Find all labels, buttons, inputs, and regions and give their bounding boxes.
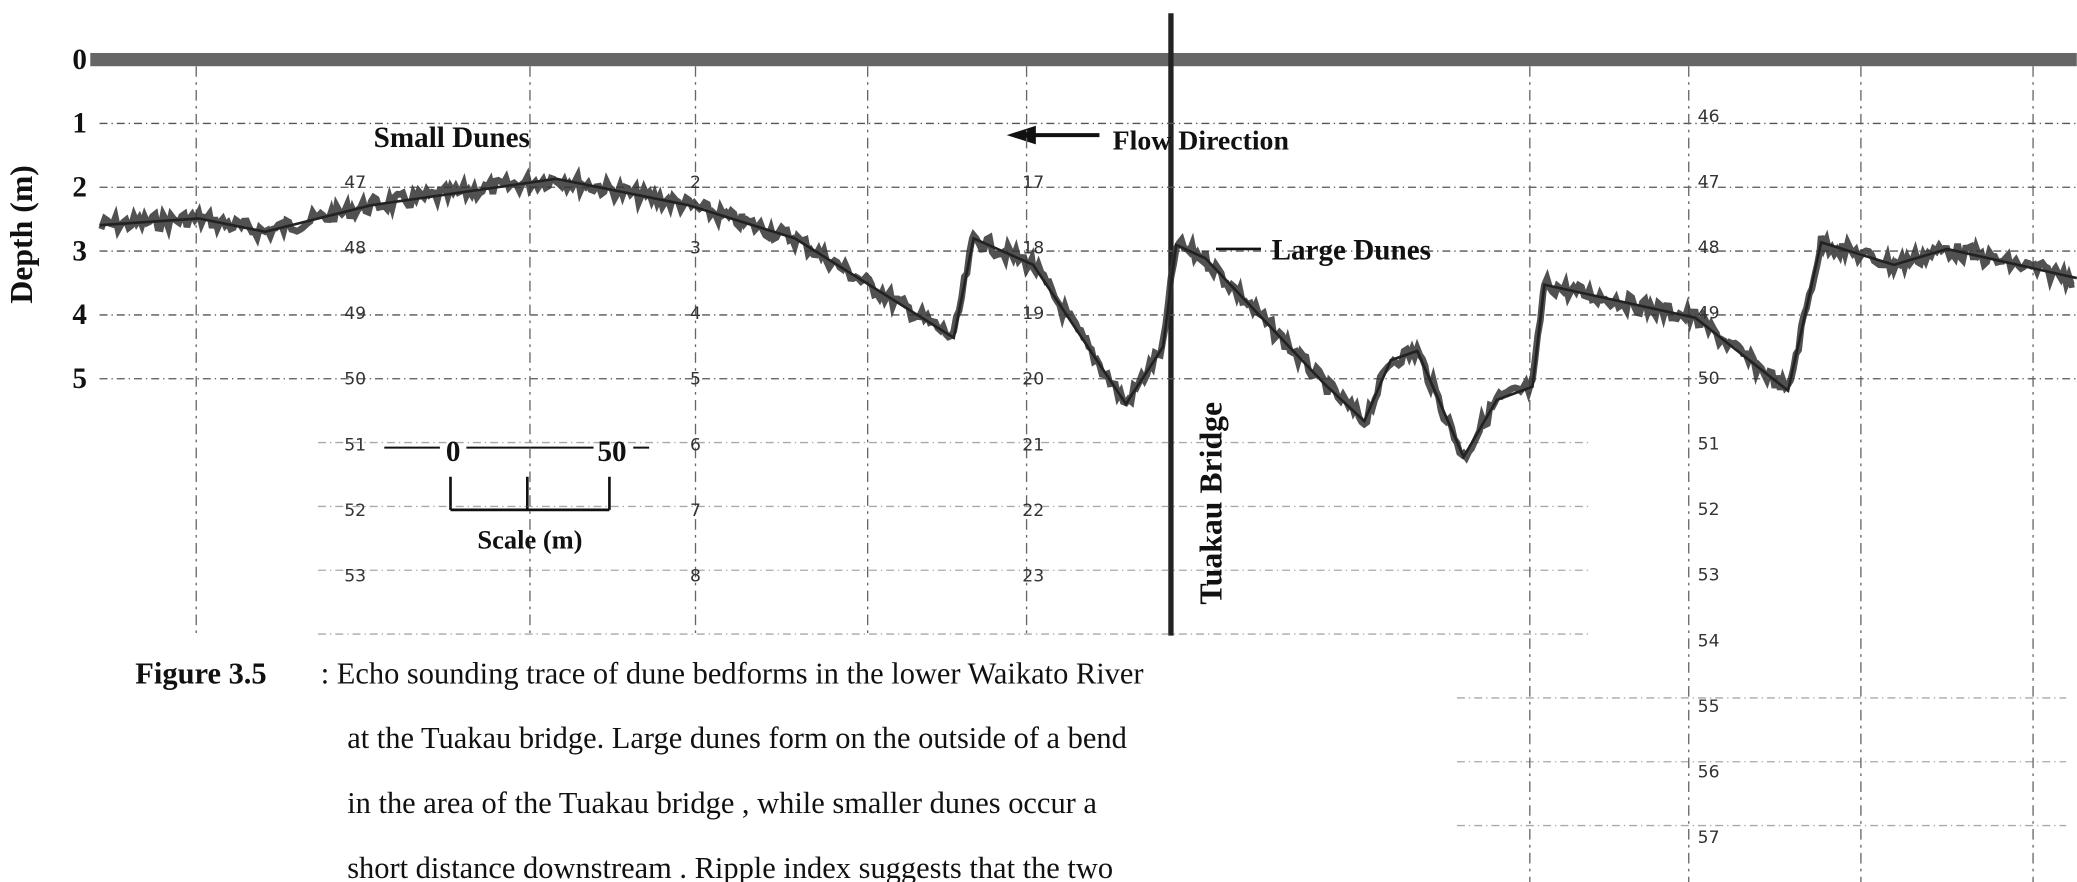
caption-label: Figure 3.5 <box>135 656 266 690</box>
scale-label: 0 <box>446 436 461 468</box>
figure: Depth (m) Small Dunes Flow Direction Lar… <box>0 0 2077 882</box>
recorder-number: 49 <box>1698 304 1720 324</box>
recorder-number: 52 <box>344 501 366 521</box>
recorder-number: 49 <box>344 304 366 324</box>
recorder-number: 8 <box>690 566 701 586</box>
recorder-number: 48 <box>344 239 366 259</box>
recorder-number: 5 <box>690 370 701 390</box>
recorder-number: 47 <box>1698 172 1720 192</box>
depth-tick-label: 4 <box>72 299 87 331</box>
recorder-number: 47 <box>344 173 366 193</box>
depth-tick-label: 0 <box>72 44 87 76</box>
caption-line: short distance downstream . Ripple index… <box>347 851 1113 882</box>
annotation: Small Dunes <box>374 122 530 154</box>
recorder-number: 53 <box>1698 566 1720 586</box>
recorder-number: 55 <box>1698 697 1720 717</box>
recorder-number: 7 <box>690 501 701 521</box>
recorder-number: 18 <box>1022 239 1044 259</box>
depth-tick-label: 3 <box>72 235 87 267</box>
caption-line: in the area of the Tuakau bridge , while… <box>347 786 1097 820</box>
surface-band <box>90 53 2076 66</box>
recorder-number: 23 <box>1022 566 1044 586</box>
scale-title: Scale (m) <box>477 524 582 554</box>
recorder-number: 21 <box>1022 435 1044 455</box>
recorder-number: 3 <box>690 239 701 259</box>
recorder-number: 22 <box>1022 501 1044 521</box>
recorder-number: 48 <box>1698 238 1720 258</box>
recorder-number: 20 <box>1022 370 1044 390</box>
recorder-number: 57 <box>1698 828 1720 848</box>
scale-label: 50 <box>598 436 627 468</box>
caption-line: : Echo sounding trace of dune bedforms i… <box>321 656 1144 690</box>
annotation: Large Dunes <box>1272 235 1431 267</box>
caption-line: at the Tuakau bridge. Large dunes form o… <box>347 721 1127 755</box>
depth-tick-label: 5 <box>72 363 87 395</box>
recorder-number: 51 <box>1698 435 1720 455</box>
recorder-number: 50 <box>1698 369 1720 389</box>
recorder-number: 52 <box>1698 500 1720 520</box>
recorder-number: 54 <box>1698 631 1720 651</box>
recorder-number: 51 <box>344 435 366 455</box>
depth-tick-label: 2 <box>72 172 87 204</box>
annotation: Flow Direction <box>1113 126 1290 157</box>
depth-axis-label: Depth (m) <box>4 165 39 304</box>
recorder-number: 2 <box>690 173 701 193</box>
depth-tick-label: 1 <box>72 108 87 140</box>
annotation: Tuakau Bridge <box>1193 402 1228 605</box>
recorder-number: 19 <box>1022 304 1044 324</box>
recorder-number: 6 <box>690 435 701 455</box>
recorder-number: 46 <box>1698 107 1720 127</box>
recorder-number: 50 <box>344 370 366 390</box>
recorder-number: 56 <box>1698 762 1720 782</box>
recorder-number: 17 <box>1022 173 1044 193</box>
recorder-number: 53 <box>344 566 366 586</box>
recorder-number: 4 <box>690 304 701 324</box>
